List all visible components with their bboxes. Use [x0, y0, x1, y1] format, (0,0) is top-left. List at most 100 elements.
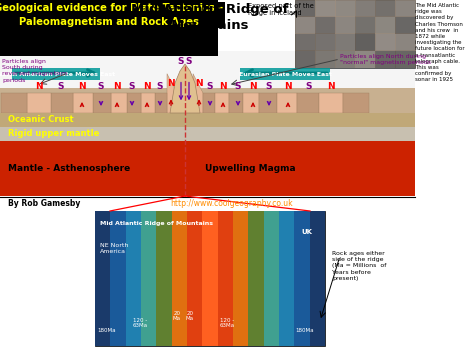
Bar [279, 211, 295, 346]
Bar [375, 0, 396, 17]
Polygon shape [243, 93, 259, 113]
Polygon shape [297, 93, 319, 113]
Text: Geological evidence for Plate Tectonics –
Paleomagnetism and Rock Ages: Geological evidence for Plate Tectonics … [0, 3, 224, 27]
Bar [375, 50, 396, 68]
Bar [355, 33, 376, 51]
Bar [202, 211, 218, 346]
Text: S: S [235, 82, 241, 91]
Bar [233, 211, 249, 346]
Text: S: S [98, 82, 104, 91]
Text: N: N [284, 82, 292, 91]
Bar [295, 0, 316, 17]
Bar [335, 16, 356, 34]
Polygon shape [170, 64, 200, 113]
Bar [0, 127, 415, 141]
Polygon shape [167, 74, 177, 113]
Text: 20
Ma: 20 Ma [186, 311, 194, 321]
Bar [375, 33, 396, 51]
Text: N: N [249, 82, 257, 91]
Bar [395, 33, 416, 51]
Bar [218, 211, 234, 346]
Bar [295, 0, 415, 68]
Bar [315, 33, 336, 51]
Bar [110, 211, 126, 346]
Bar [294, 211, 310, 346]
Polygon shape [343, 93, 369, 113]
Bar [355, 0, 376, 17]
Polygon shape [155, 93, 167, 113]
Text: North American Plate Moves East: North American Plate Moves East [0, 72, 115, 77]
Text: S: S [266, 82, 272, 91]
Text: Mid Atlantic Ridge of
Mountains: Mid Atlantic Ridge of Mountains [131, 3, 289, 32]
Bar [355, 50, 376, 68]
Text: S: S [157, 82, 163, 91]
Polygon shape [203, 93, 215, 113]
Text: N: N [195, 79, 203, 87]
Text: Oceanic Crust: Oceanic Crust [8, 115, 73, 125]
Bar [0, 51, 415, 196]
Polygon shape [319, 93, 343, 113]
Polygon shape [1, 93, 27, 113]
Bar [95, 211, 325, 346]
Text: S: S [58, 82, 64, 91]
Bar [172, 211, 188, 346]
Bar [295, 33, 316, 51]
Bar [0, 0, 218, 56]
Polygon shape [215, 93, 229, 113]
Text: Particles align
South during
reversed magnetism
periods: Particles align South during reversed ma… [2, 59, 67, 82]
Polygon shape [27, 93, 51, 113]
Text: By Rob Gamesby: By Rob Gamesby [8, 199, 81, 208]
Bar [375, 16, 396, 34]
Text: N: N [219, 82, 227, 91]
Bar [335, 33, 356, 51]
Text: Rigid upper mantle: Rigid upper mantle [8, 130, 100, 139]
Bar [141, 211, 157, 346]
Text: N: N [143, 82, 151, 91]
Text: N: N [113, 82, 121, 91]
Polygon shape [229, 93, 243, 113]
FancyBboxPatch shape [12, 68, 100, 80]
Text: Eurasian Plate Moves East: Eurasian Plate Moves East [238, 72, 331, 77]
Text: S: S [129, 82, 135, 91]
Bar [335, 0, 356, 17]
Polygon shape [259, 93, 277, 113]
Bar [395, 0, 416, 17]
Text: Upwelling Magma: Upwelling Magma [205, 164, 296, 173]
Bar [315, 50, 336, 68]
Bar [310, 211, 326, 346]
Text: N: N [35, 82, 43, 91]
Text: Rock ages either
side of the ridge
(Ma = Millions  of
Years before
present): Rock ages either side of the ridge (Ma =… [332, 251, 386, 281]
Text: S: S [306, 82, 312, 91]
Bar [355, 16, 376, 34]
Text: http://www.coolgeography.co.uk: http://www.coolgeography.co.uk [170, 199, 292, 208]
Bar [0, 88, 415, 113]
Polygon shape [277, 93, 297, 113]
Text: S: S [178, 57, 184, 66]
Bar [0, 113, 415, 127]
Bar [315, 16, 336, 34]
Bar [295, 50, 316, 68]
Bar [0, 141, 415, 196]
Text: S: S [207, 82, 213, 91]
Bar [295, 16, 316, 34]
Text: Exposed part of the
Ridge in Iceland: Exposed part of the Ridge in Iceland [248, 3, 314, 16]
Polygon shape [193, 74, 203, 113]
Polygon shape [141, 93, 155, 113]
Polygon shape [127, 93, 141, 113]
Text: Mid Atlantic Ridge of Mountains: Mid Atlantic Ridge of Mountains [100, 221, 213, 226]
Bar [335, 50, 356, 68]
Polygon shape [73, 93, 93, 113]
Bar [95, 211, 111, 346]
Text: 180Ma: 180Ma [98, 329, 116, 333]
Bar [156, 211, 172, 346]
Bar [248, 211, 264, 346]
Bar [264, 211, 280, 346]
Text: 180Ma: 180Ma [296, 329, 314, 333]
Bar [395, 50, 416, 68]
Text: The Mid Atlantic
ridge was
discovered by
Charles Thomson
and his crew  in
1872 w: The Mid Atlantic ridge was discovered by… [415, 3, 465, 82]
Polygon shape [51, 93, 73, 113]
Text: Particles align North during
"normal" magnetism periods: Particles align North during "normal" ma… [340, 54, 431, 65]
Bar [187, 211, 203, 346]
Text: 120 -
63Ma: 120 - 63Ma [132, 318, 147, 328]
Bar [315, 0, 336, 17]
